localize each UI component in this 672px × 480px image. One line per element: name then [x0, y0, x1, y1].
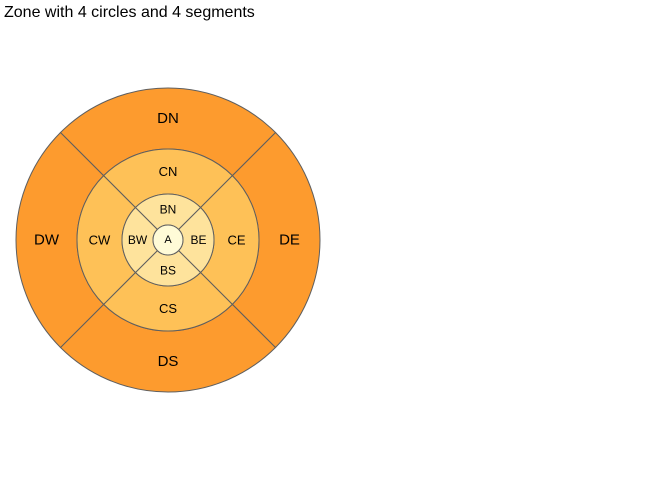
zone-label-de: DE	[279, 232, 300, 249]
zone-label-bw: BW	[128, 233, 148, 247]
zone-label-cn: CN	[159, 164, 178, 179]
zone-label-cs: CS	[159, 301, 177, 316]
zone-label-center: A	[164, 234, 172, 246]
page-title: Zone with 4 circles and 4 segments	[4, 4, 255, 21]
zone-label-bs: BS	[160, 264, 176, 278]
zone-label-dw: DW	[34, 232, 60, 249]
zone-label-dn: DN	[157, 110, 179, 127]
zone-label-be: BE	[190, 233, 206, 247]
zone-label-ce: CE	[227, 233, 245, 248]
zone-label-ds: DS	[158, 353, 179, 370]
zone-label-bn: BN	[160, 203, 177, 217]
zone-center	[152, 224, 184, 256]
zone-label-cw: CW	[89, 233, 111, 248]
